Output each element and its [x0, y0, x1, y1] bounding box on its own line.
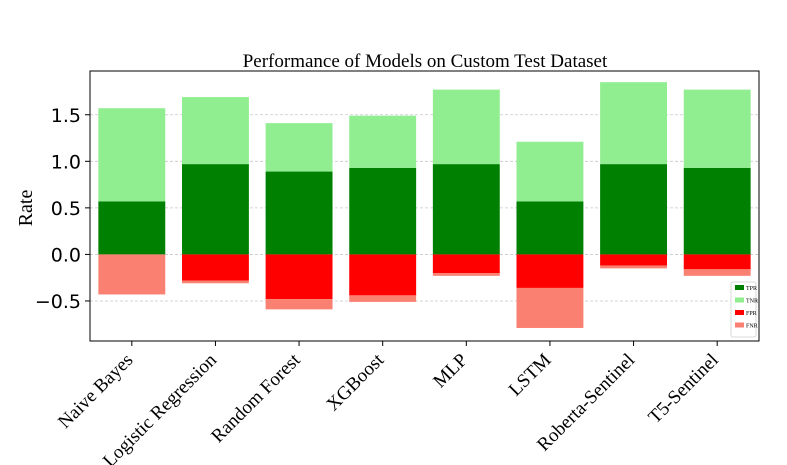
- bar-fnr: [516, 287, 584, 328]
- bar-tnr: [600, 82, 668, 165]
- bar-fnr: [600, 265, 668, 269]
- y-axis-label: Rate: [15, 190, 37, 227]
- y-tick-label: 1.5: [51, 105, 81, 127]
- x-tick-label: Random Forest: [207, 349, 305, 447]
- bar-tnr: [349, 115, 417, 168]
- bar-fpr: [349, 254, 417, 296]
- y-ticks: −0.5 0.0 0.5 1.0 1.5: [35, 105, 90, 313]
- bar-tpr: [432, 164, 500, 255]
- bar-fnr: [432, 273, 500, 276]
- bar-fpr: [516, 254, 584, 288]
- legend-swatch-tpr: [735, 285, 744, 290]
- legend-label: FNR: [746, 324, 758, 330]
- bar-tpr: [265, 171, 333, 255]
- bar-tnr: [181, 97, 249, 165]
- bar-tpr: [98, 201, 166, 255]
- bar-fnr: [98, 254, 166, 295]
- bar-fpr: [600, 254, 668, 266]
- x-tick-label: Naive Bayes: [54, 350, 137, 433]
- bar-fpr: [432, 254, 500, 274]
- bar-tnr: [265, 123, 333, 172]
- bar-tnr: [432, 89, 500, 165]
- legend-label: TPR: [746, 286, 757, 292]
- x-tick-label: XGBoost: [323, 349, 389, 415]
- bar-tpr: [683, 167, 751, 255]
- x-tick-label: MLP: [429, 350, 471, 392]
- y-tick-label: −0.5: [35, 291, 81, 313]
- x-tick-label: T5-Sentinel: [644, 350, 722, 428]
- bar-tpr: [349, 167, 417, 255]
- bar-tnr: [683, 89, 751, 168]
- bars: [98, 82, 751, 328]
- y-tick-label: 1.0: [51, 151, 81, 173]
- bar-fnr: [349, 295, 417, 302]
- bar-fnr: [683, 269, 751, 276]
- bar-fnr: [181, 280, 249, 284]
- bar-fnr: [265, 299, 333, 310]
- bar-fpr: [181, 254, 249, 281]
- legend-label: TNR: [746, 299, 758, 305]
- plot-frame: [89, 70, 760, 342]
- legend-swatch-fpr: [735, 310, 744, 315]
- x-tick-label: LSTM: [505, 350, 556, 401]
- y-tick-label: 0.0: [51, 244, 81, 266]
- bar-fpr: [265, 254, 333, 300]
- legend: TPR TNR FPR FNR: [730, 281, 758, 338]
- bar-tpr: [181, 164, 249, 255]
- legend-swatch-fnr: [735, 322, 744, 328]
- y-tick-label: 0.5: [51, 198, 81, 220]
- chart-title: Performance of Models on Custom Test Dat…: [243, 51, 608, 72]
- bar-tpr: [600, 164, 668, 255]
- bar-tpr: [516, 201, 584, 255]
- bar-tnr: [516, 141, 584, 202]
- bar-fpr: [683, 254, 751, 270]
- legend-label: FPR: [746, 311, 757, 317]
- bar-tnr: [98, 108, 166, 202]
- legend-swatch-tnr: [735, 297, 744, 303]
